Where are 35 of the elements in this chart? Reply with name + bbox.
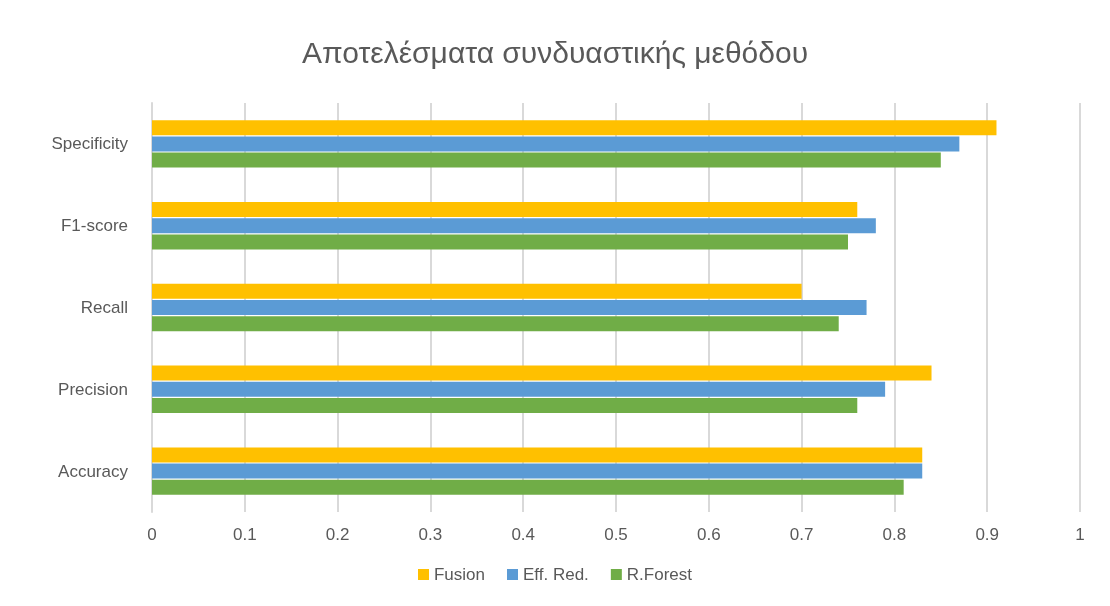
bar	[152, 300, 867, 315]
bar	[152, 316, 839, 332]
x-tick-label: 0.6	[696, 525, 721, 544]
legend-label: Eff. Red.	[523, 565, 589, 584]
x-tick-label: 0.5	[604, 525, 628, 544]
y-tick-label: Precision	[58, 379, 128, 399]
legend-label: R.Forest	[626, 565, 693, 584]
bar	[152, 283, 802, 299]
bar	[152, 218, 876, 234]
bar	[152, 479, 904, 495]
x-tick-label: 0.8	[882, 525, 907, 544]
y-tick-label: F1-score	[60, 216, 128, 236]
bar	[152, 152, 941, 168]
y-tick-label: Accuracy	[58, 461, 129, 481]
y-tick-label: Specificity	[51, 134, 129, 154]
bar	[152, 202, 858, 217]
y-tick-label: Recall	[80, 298, 128, 317]
bar	[152, 463, 923, 479]
x-tick-label: 0.1	[232, 525, 257, 544]
bar	[152, 120, 997, 136]
x-tick-label: 0.7	[789, 525, 814, 544]
bar	[152, 381, 886, 397]
chart-title: Αποτελέσματα συνδυαστικής μεθόδου	[301, 35, 809, 69]
x-tick-label: 1	[1075, 525, 1085, 544]
x-tick-label: 0.3	[418, 525, 443, 544]
bar	[152, 136, 960, 152]
x-tick-label: 0.9	[975, 525, 1000, 544]
bar	[152, 365, 932, 381]
bar	[152, 447, 923, 463]
x-tick-label: 0.2	[325, 525, 350, 544]
x-tick-label: 0.4	[511, 525, 536, 544]
bar	[152, 234, 848, 250]
legend-label: Fusion	[433, 565, 486, 584]
bar	[152, 398, 858, 413]
x-tick-label: 0	[147, 525, 157, 544]
